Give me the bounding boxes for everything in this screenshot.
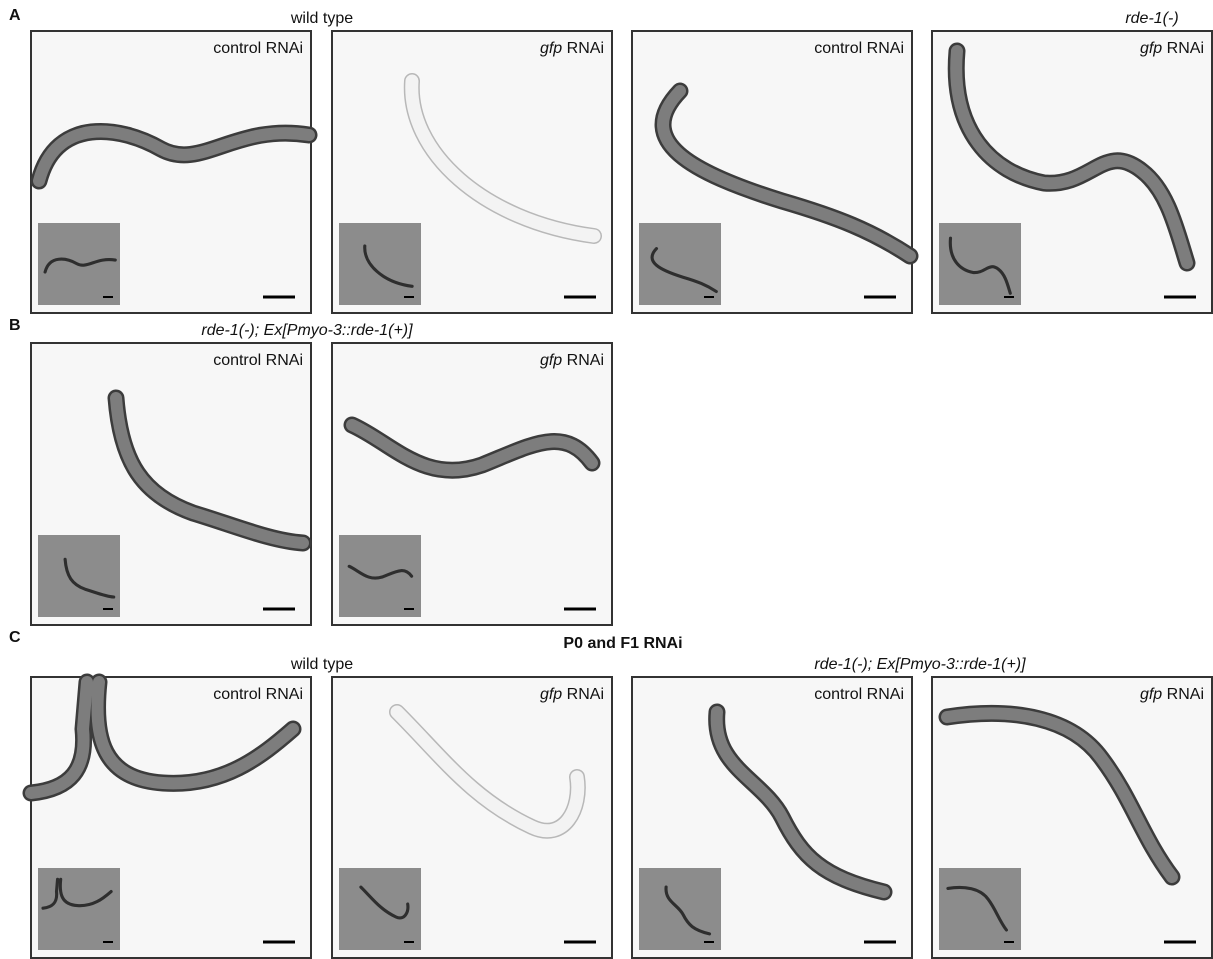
treatment: control RNAi xyxy=(213,352,303,369)
micrograph: control RNAi xyxy=(632,31,912,313)
group-title: wild type xyxy=(290,656,353,673)
gene-name: gfp xyxy=(540,352,562,369)
micrograph: gfp RNAi xyxy=(332,677,612,958)
treatment: RNAi xyxy=(567,40,604,57)
treatment-label: gfp RNAi xyxy=(540,40,604,57)
gene-name: gfp xyxy=(540,686,562,703)
inset xyxy=(639,223,721,305)
treatment-label: control RNAi xyxy=(213,352,303,369)
panel-label: C xyxy=(9,629,21,646)
treatment-label: control RNAi xyxy=(814,686,904,703)
gene-name: gfp xyxy=(1140,686,1162,703)
treatment: RNAi xyxy=(567,352,604,369)
treatment-label: gfp RNAi xyxy=(1140,40,1204,57)
inset xyxy=(339,223,421,305)
treatment-label: control RNAi xyxy=(814,40,904,57)
micrograph: gfp RNAi xyxy=(932,677,1212,958)
treatment: RNAi xyxy=(1167,40,1204,57)
group-title: rde-1(-) xyxy=(1125,10,1178,27)
inset xyxy=(939,868,1021,950)
group-title: rde-1(-); Ex[Pmyo-3::rde-1(+)] xyxy=(201,322,413,339)
treatment-label: control RNAi xyxy=(213,40,303,57)
group-title: wild type xyxy=(290,10,353,27)
figure: Awild type control RNAi gfp RNAi rde-1(-) co… xyxy=(0,0,1213,959)
inset xyxy=(38,868,120,950)
treatment-label: gfp RNAi xyxy=(540,686,604,703)
panel-label: B xyxy=(9,317,21,334)
gene-name: gfp xyxy=(1140,40,1162,57)
panel-label: A xyxy=(9,7,21,24)
treatment: control RNAi xyxy=(213,40,303,57)
treatment: control RNAi xyxy=(814,40,904,57)
treatment-label: gfp RNAi xyxy=(1140,686,1204,703)
micrograph: gfp RNAi xyxy=(332,31,612,313)
treatment-label: gfp RNAi xyxy=(540,352,604,369)
micrograph: control RNAi xyxy=(632,677,912,958)
micrograph: control RNAi xyxy=(31,343,311,625)
micrograph: gfp RNAi xyxy=(332,343,612,625)
inset xyxy=(38,535,120,617)
panel-heading: P0 and F1 RNAi xyxy=(563,635,682,652)
treatment-label: control RNAi xyxy=(213,686,303,703)
treatment: control RNAi xyxy=(213,686,303,703)
treatment: RNAi xyxy=(1167,686,1204,703)
gene-name: gfp xyxy=(540,40,562,57)
micrograph: control RNAi xyxy=(31,31,311,313)
treatment: control RNAi xyxy=(814,686,904,703)
micrograph: gfp RNAi xyxy=(932,31,1212,313)
micrograph: control RNAi xyxy=(31,677,311,958)
treatment: RNAi xyxy=(567,686,604,703)
group-title: rde-1(-); Ex[Pmyo-3::rde-1(+)] xyxy=(814,656,1026,673)
